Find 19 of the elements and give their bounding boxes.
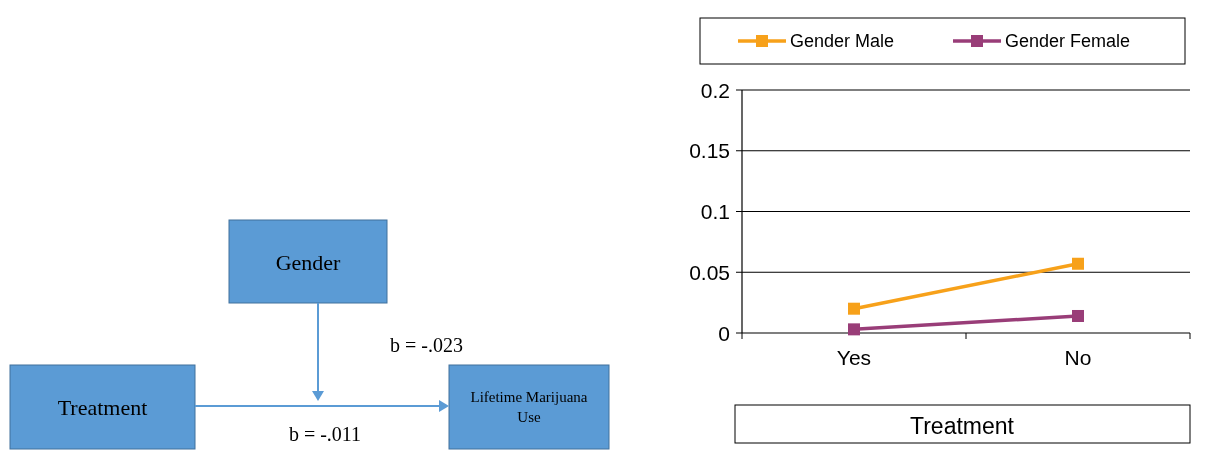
y-tick-label: 0 [718,321,730,345]
y-tick-label: 0.05 [689,260,730,284]
point [1072,257,1084,270]
text: Gender [275,249,342,274]
point [848,323,860,336]
y-tick-label: 0.15 [689,139,730,163]
x-tick-label: Yes [836,346,872,369]
point [848,302,860,315]
text: b = -.023 [390,334,463,356]
text: Treatment [57,394,148,420]
legend-label: Gender Male [790,31,895,51]
y-tick-label: 0.2 [700,78,730,102]
y-tick-label: 0.1 [700,200,730,223]
legend-label: Gender Female [1005,31,1131,51]
point [1072,309,1084,322]
x-axis-title: Treatment [910,413,1015,439]
text: b = -.011 [288,423,362,445]
x-tick-label: No [1064,346,1092,369]
text: Lifetime Marijuana Use [470,389,588,425]
